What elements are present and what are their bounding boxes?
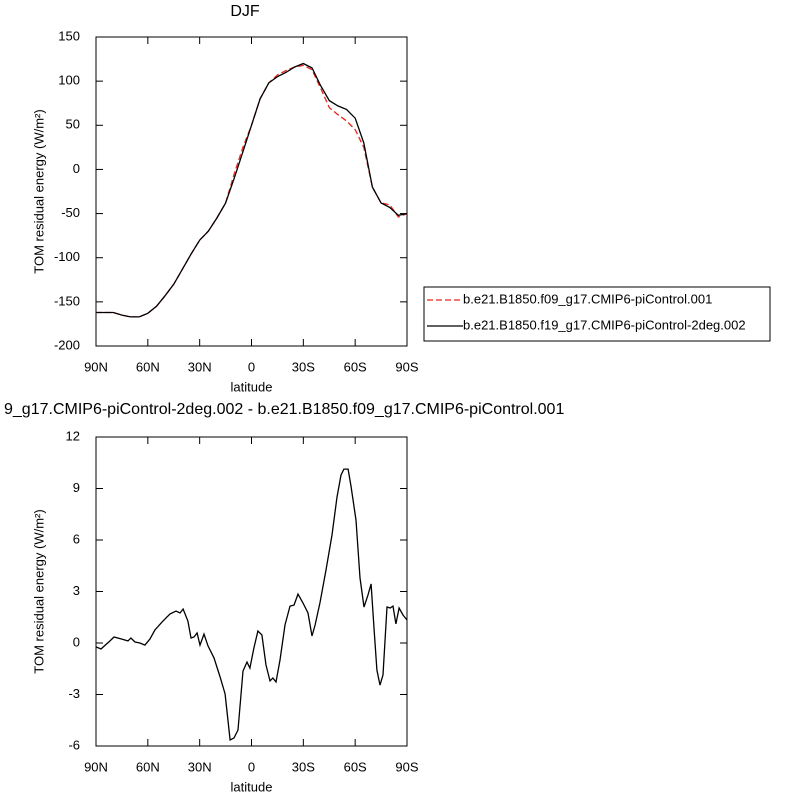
- y-tick-label: 0: [73, 161, 80, 176]
- y-tick-label: -100: [54, 249, 80, 264]
- y-tick-label: 50: [66, 117, 80, 132]
- x-tick-label: 0: [248, 759, 255, 774]
- chart-panel: 9_g17.CMIP6-piControl-2deg.002 - b.e21.B…: [4, 401, 564, 794]
- y-tick-label: 150: [58, 28, 80, 43]
- data-line: [95, 468, 408, 742]
- x-tick-label: 90S: [395, 759, 418, 774]
- legend-box: [423, 286, 771, 342]
- y-tick-label: -3: [68, 686, 80, 701]
- y-axis-label: TOM residual energy (W/m²): [31, 509, 46, 673]
- y-tick-label: 12: [66, 428, 80, 443]
- legend-label: b.e21.B1850.f09_g17.CMIP6-piControl.001: [463, 291, 712, 306]
- x-tick-label: 60N: [136, 359, 160, 374]
- data-line: [96, 64, 408, 318]
- x-tick-label: 90N: [84, 759, 108, 774]
- x-tick-label: 60S: [344, 359, 367, 374]
- data-line: [96, 62, 408, 318]
- chart-title: DJF: [230, 3, 260, 20]
- y-tick-label: -200: [54, 337, 80, 352]
- y-tick-label: -50: [61, 205, 80, 220]
- y-tick-label: 100: [58, 73, 80, 88]
- y-tick-label: 6: [73, 531, 80, 546]
- x-tick-label: 90N: [84, 359, 108, 374]
- x-axis-label: latitude: [231, 379, 273, 394]
- y-tick-label: -6: [68, 737, 80, 752]
- y-tick-label: 0: [73, 634, 80, 649]
- x-tick-label: 60N: [136, 759, 160, 774]
- y-tick-label: -150: [54, 293, 80, 308]
- x-tick-label: 30S: [292, 759, 315, 774]
- legend-label: b.e21.B1850.f19_g17.CMIP6-piControl-2deg…: [463, 317, 746, 332]
- x-axis-label: latitude: [231, 779, 273, 794]
- plot-frame: [95, 36, 408, 347]
- y-tick-label: 3: [73, 583, 80, 598]
- x-tick-label: 30N: [188, 359, 212, 374]
- x-tick-label: 60S: [344, 759, 367, 774]
- plot-frame: [95, 436, 408, 747]
- y-tick-label: 9: [73, 480, 80, 495]
- chart-title: 9_g17.CMIP6-piControl-2deg.002 - b.e21.B…: [4, 401, 564, 418]
- x-tick-label: 30N: [188, 759, 212, 774]
- x-tick-label: 30S: [292, 359, 315, 374]
- chart-panel: DJF 150 100 50 0 -50 -100 -150 -200 90N 60N 30N 0 30S…: [31, 3, 771, 394]
- x-tick-label: 90S: [395, 359, 418, 374]
- x-tick-label: 0: [248, 359, 255, 374]
- y-axis-label: TOM residual energy (W/m²): [31, 109, 46, 273]
